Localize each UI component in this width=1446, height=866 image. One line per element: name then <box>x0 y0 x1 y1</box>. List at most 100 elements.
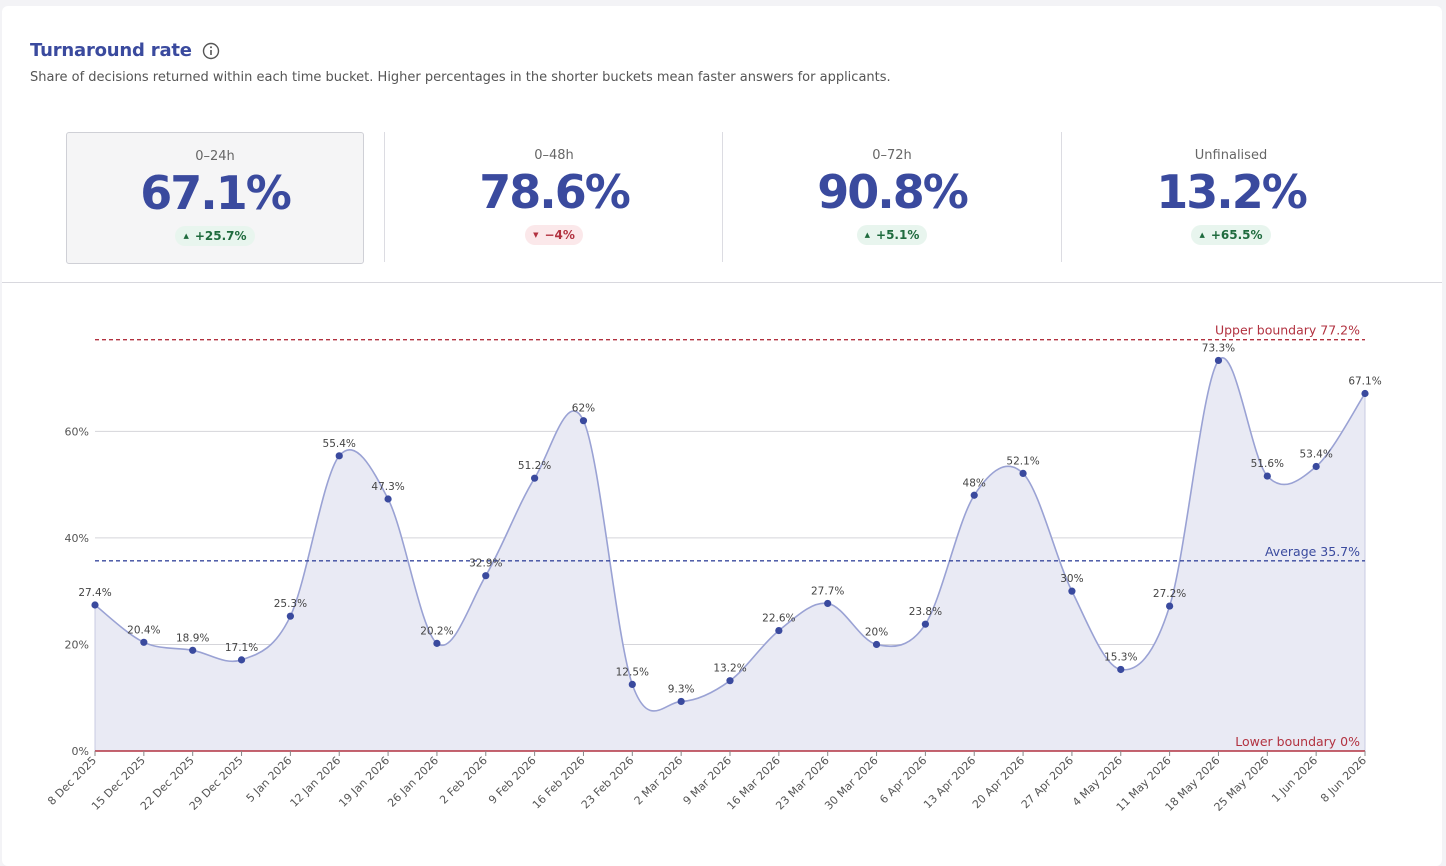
data-point <box>628 680 636 689</box>
data-label: 20% <box>865 626 888 638</box>
data-label: 32.9% <box>469 558 502 570</box>
data-point <box>531 474 539 482</box>
x-tick-label: 9 Feb 2026 <box>486 754 539 807</box>
data-label: 12.5% <box>616 666 649 678</box>
x-tick-label: 5 Jan 2026 <box>244 754 295 805</box>
data-label: 51.2% <box>518 460 551 472</box>
data-point <box>286 612 294 620</box>
lower-reference-label: Lower boundary 0% <box>1235 734 1360 749</box>
data-point <box>872 640 881 649</box>
data-label: 9.3% <box>668 683 695 695</box>
x-tick-label: 9 Mar 2026 <box>681 754 735 808</box>
y-tick-label: 60% <box>65 425 89 438</box>
average-reference-label: Average 35.7% <box>1265 544 1360 559</box>
data-point <box>482 572 490 580</box>
data-point <box>189 646 197 654</box>
x-tick-label: 2 Feb 2026 <box>437 754 490 807</box>
title-row: Turnaround rate <box>30 40 220 61</box>
data-label: 73.3% <box>1202 342 1235 354</box>
series-area <box>95 357 1365 751</box>
metric-value: 13.2% <box>1156 165 1308 219</box>
y-tick-label: 20% <box>65 638 89 651</box>
divider <box>384 132 385 262</box>
metric-label: 0–24h <box>195 149 235 164</box>
metric-change: −4% <box>544 228 575 242</box>
divider <box>1061 132 1062 262</box>
data-label: 48% <box>963 477 986 489</box>
metric-value: 67.1% <box>140 166 292 220</box>
data-label: 47.3% <box>371 481 404 493</box>
arrow-down-icon: ▼ <box>533 231 539 239</box>
x-tick-label: 19 Jan 2026 <box>336 754 392 810</box>
metric-label: Unfinalised <box>1194 148 1268 163</box>
x-tick-label: 12 Jan 2026 <box>288 754 344 810</box>
data-point <box>140 638 148 646</box>
data-point <box>1312 462 1320 471</box>
data-label: 27.2% <box>1153 588 1186 600</box>
card-title: Turnaround rate <box>30 40 192 61</box>
x-tick-label: 23 Feb 2026 <box>579 754 637 812</box>
info-icon[interactable] <box>202 42 220 60</box>
upper-reference-label: Upper boundary 77.2% <box>1215 323 1360 338</box>
data-label: 30% <box>1060 573 1083 585</box>
x-tick-label: 27 Apr 2026 <box>1019 754 1076 811</box>
data-point <box>1166 602 1174 610</box>
metric-tile-unfinalised[interactable]: Unfinalised 13.2% ▲ +65.5% <box>1062 132 1400 262</box>
metric-change-badge: ▲ +5.1% <box>856 225 928 245</box>
x-tick-label: 2 Mar 2026 <box>632 754 686 808</box>
data-label: 15.3% <box>1104 651 1137 663</box>
arrow-up-icon: ▲ <box>864 231 871 239</box>
data-point <box>237 656 246 664</box>
metric-tile-0-72h[interactable]: 0–72h 90.8% ▲ +5.1% <box>723 132 1061 262</box>
data-label: 51.6% <box>1251 458 1284 470</box>
data-point <box>1019 469 1027 478</box>
series-line <box>94 357 1366 712</box>
data-label: 27.4% <box>78 587 111 599</box>
metric-label: 0–72h <box>872 148 912 163</box>
metric-tile-0-48h[interactable]: 0–48h 78.6% ▼ −4% <box>385 132 723 262</box>
metric-value: 78.6% <box>479 165 631 219</box>
metric-change-badge: ▼ −4% <box>525 225 583 245</box>
data-label: 25.3% <box>274 598 307 610</box>
data-label: 53.4% <box>1299 448 1332 460</box>
x-tick-label: 8 Dec 2025 <box>45 754 99 808</box>
data-label: 67.1% <box>1348 375 1381 387</box>
data-label: 55.4% <box>323 438 356 450</box>
metric-change: +65.5% <box>1210 228 1263 242</box>
metric-change: +25.7% <box>194 229 247 243</box>
data-label: 20.4% <box>127 624 160 636</box>
arrow-up-icon: ▲ <box>1199 231 1205 239</box>
metric-change-badge: ▲ +25.7% <box>175 226 255 246</box>
x-tick-label: 6 Apr 2026 <box>877 754 929 806</box>
data-point <box>91 601 99 609</box>
data-point <box>335 452 343 460</box>
data-point <box>775 626 783 635</box>
x-tick-label: 1 Jun 2026 <box>1269 754 1320 805</box>
data-point <box>1117 665 1125 674</box>
data-point <box>677 697 685 706</box>
arrow-up-icon: ▲ <box>183 232 189 240</box>
data-label: 22.6% <box>762 613 795 625</box>
data-label: 27.7% <box>811 585 844 597</box>
data-point <box>384 495 392 503</box>
data-label: 13.2% <box>713 663 746 675</box>
data-point <box>1068 587 1076 595</box>
metric-change: +5.1% <box>876 228 920 242</box>
data-point <box>921 620 929 628</box>
card-subtitle: Share of decisions returned within each … <box>30 70 891 85</box>
data-label: 17.1% <box>225 642 258 654</box>
data-point <box>824 599 832 608</box>
metric-change-badge: ▲ +65.5% <box>1191 225 1271 245</box>
data-point <box>579 417 588 425</box>
data-label: 62% <box>572 403 595 415</box>
data-label: 52.1% <box>1006 455 1039 467</box>
section-divider <box>2 282 1442 283</box>
data-label: 23.8% <box>909 606 942 618</box>
x-tick-label: 8 Jun 2026 <box>1318 754 1369 805</box>
y-tick-label: 0% <box>72 745 89 758</box>
metric-value: 90.8% <box>817 165 969 219</box>
divider <box>722 132 723 262</box>
data-point <box>970 491 978 499</box>
metric-tile-0-24h[interactable]: 0–24h 67.1% ▲ +25.7% <box>66 132 364 264</box>
